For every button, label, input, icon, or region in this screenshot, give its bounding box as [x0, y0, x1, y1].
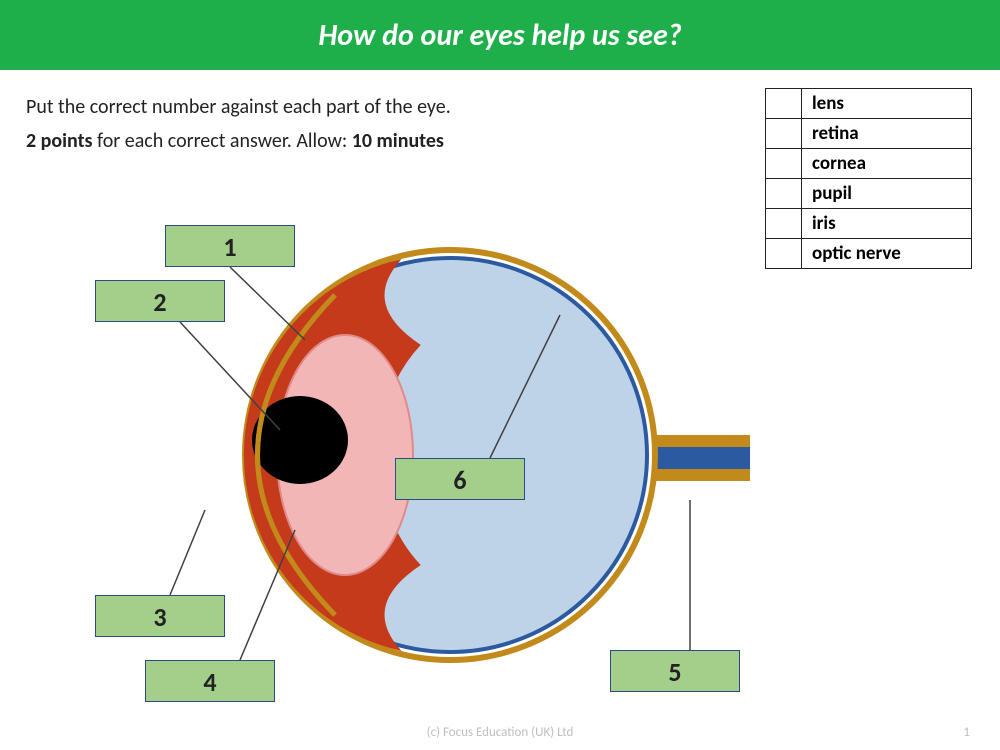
answer-table: lensretinacorneapupilirisoptic nerve [765, 88, 972, 269]
answer-label-cell: retina [802, 119, 972, 149]
diagram-label-1: 1 [165, 225, 295, 267]
table-row: optic nerve [766, 239, 972, 269]
answer-label-cell: cornea [802, 149, 972, 179]
answer-number-cell[interactable] [766, 89, 802, 119]
footer-copyright: (c) Focus Education (UK) Ltd [0, 725, 1000, 740]
points-text: 2 points [26, 129, 93, 153]
answer-number-cell[interactable] [766, 239, 802, 269]
instruction-line-2: 2 points for each correct answer. Allow:… [26, 126, 451, 156]
diagram-label-3: 3 [95, 595, 225, 637]
leader-line [170, 510, 205, 595]
table-row: lens [766, 89, 972, 119]
diagram-label-5: 5 [610, 650, 740, 692]
table-row: cornea [766, 149, 972, 179]
leader-line [230, 267, 305, 340]
time-text: 10 minutes [352, 129, 444, 153]
answer-label-cell: optic nerve [802, 239, 972, 269]
answer-label-cell: iris [802, 209, 972, 239]
diagram-label-6: 6 [395, 458, 525, 500]
optic-nerve-core [645, 447, 750, 469]
diagram-label-4: 4 [145, 660, 275, 702]
answer-number-cell[interactable] [766, 149, 802, 179]
answer-label-cell: pupil [802, 179, 972, 209]
answer-label-cell: lens [802, 89, 972, 119]
table-row: retina [766, 119, 972, 149]
table-row: pupil [766, 179, 972, 209]
header-bar: How do our eyes help us see? [0, 0, 1000, 70]
eye-diagram: 1 2 3 4 5 6 [70, 200, 750, 700]
answer-number-cell[interactable] [766, 209, 802, 239]
page-title: How do our eyes help us see? [318, 17, 681, 54]
table-row: iris [766, 209, 972, 239]
answer-number-cell[interactable] [766, 119, 802, 149]
page-number: 1 [963, 725, 970, 740]
answer-number-cell[interactable] [766, 179, 802, 209]
instructions: Put the correct number against each part… [26, 92, 451, 156]
content-area: Put the correct number against each part… [0, 70, 1000, 750]
instruction-mid: for each correct answer. Allow: [93, 129, 352, 153]
diagram-label-2: 2 [95, 280, 225, 322]
instruction-line-1: Put the correct number against each part… [26, 92, 451, 122]
